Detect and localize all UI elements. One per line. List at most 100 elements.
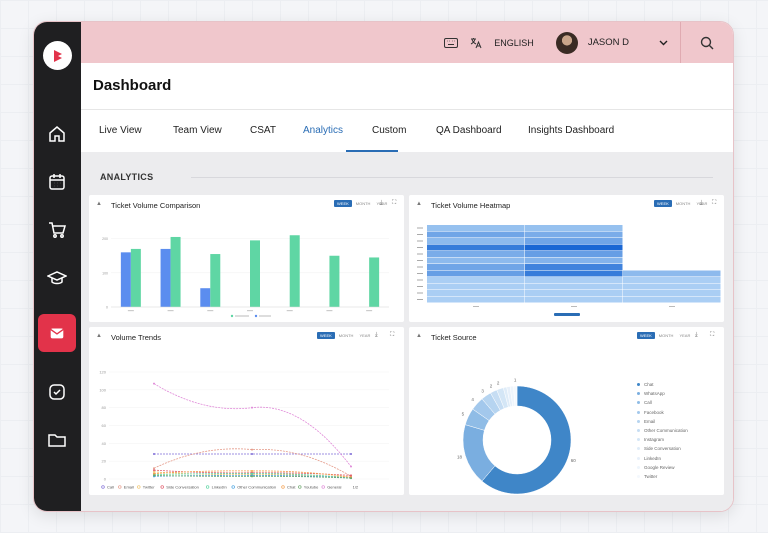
data-point <box>350 465 352 468</box>
avatar[interactable] <box>555 31 578 54</box>
heatmap-cell <box>525 277 623 283</box>
toggle-year[interactable]: YEAR <box>376 201 388 206</box>
download-icon[interactable]: ⤓ <box>375 332 378 338</box>
volume-trends-card: ▲ Volume Trends WEEK MONTH YEAR ⤓ ⛶ 120 1… <box>89 327 404 495</box>
app-window: ENGLISH JASON D Dashboard Live View Team… <box>33 21 734 512</box>
tab-csat[interactable]: CSAT <box>250 125 276 136</box>
period-toggle: WEEK MONTH YEAR <box>334 200 389 207</box>
calendar-icon[interactable] <box>38 163 76 201</box>
legend-label: Email <box>644 418 656 424</box>
heatmap-cell <box>525 264 623 270</box>
toggle-year[interactable]: YEAR <box>679 333 691 338</box>
data-point <box>153 467 155 470</box>
legend-item[interactable]: Email <box>637 417 688 426</box>
row-label <box>417 240 423 242</box>
y-tick-label: 80 <box>102 405 107 410</box>
tab-analytics[interactable]: Analytics <box>303 125 344 136</box>
y-tick-label: 100 <box>102 271 108 275</box>
legend-marker <box>231 485 235 489</box>
chevron-down-icon[interactable] <box>659 40 668 46</box>
legend-marker <box>637 419 640 423</box>
heatmap-cell <box>427 244 525 251</box>
heatmap-cell <box>623 290 721 296</box>
legend-marker <box>637 447 640 451</box>
legend-label: LinkedIn <box>644 455 662 461</box>
row-label <box>417 227 423 229</box>
toggle-year[interactable]: YEAR <box>696 201 708 206</box>
card-title: Ticket Volume Comparison <box>111 201 201 210</box>
toggle-week[interactable]: WEEK <box>654 200 672 207</box>
toggle-month[interactable]: MONTH <box>658 333 674 338</box>
toggle-year[interactable]: YEAR <box>359 333 371 338</box>
section-divider <box>191 177 713 178</box>
tab-custom[interactable]: Custom <box>372 125 407 136</box>
column-label <box>571 306 577 307</box>
legend-marker <box>321 485 325 489</box>
tab-live-view[interactable]: Live View <box>99 125 142 136</box>
tab-insights-dashboard[interactable]: Insights Dashboard <box>528 125 615 136</box>
legend-item[interactable]: Instagram <box>637 435 688 444</box>
download-icon[interactable]: ⤓ <box>380 200 383 206</box>
legend-label: Instagram <box>644 437 665 443</box>
row-label <box>417 279 423 281</box>
heatmap-cell <box>525 270 623 277</box>
brand-logo[interactable] <box>43 41 72 70</box>
row-label <box>417 299 423 300</box>
home-icon[interactable] <box>38 115 76 153</box>
data-point <box>350 477 352 480</box>
toggle-week[interactable]: WEEK <box>317 332 335 339</box>
cart-icon[interactable] <box>38 211 76 249</box>
download-icon[interactable]: ⤓ <box>700 200 703 206</box>
toggle-week[interactable]: WEEK <box>334 200 352 207</box>
tab-team-view[interactable]: Team View <box>173 125 222 136</box>
slice-value-label: 2 <box>490 383 493 388</box>
slice-value-label: 3 <box>481 388 484 393</box>
expand-icon[interactable]: ⛶ <box>710 332 715 338</box>
legend-item[interactable]: Side Conversation <box>637 444 688 453</box>
heatmap-cell <box>427 277 525 283</box>
legend-marker <box>101 485 105 489</box>
check-circle-icon[interactable] <box>38 373 76 411</box>
legend-item[interactable]: Facebook <box>637 408 688 417</box>
expand-icon[interactable]: ⛶ <box>390 332 395 338</box>
chart-icon: ▲ <box>96 333 102 339</box>
toggle-week[interactable]: WEEK <box>637 332 655 339</box>
bar-chart: 200 100 0 <box>102 235 389 318</box>
heatmap-cell <box>525 257 623 264</box>
legend-item[interactable]: Call <box>637 398 688 407</box>
mail-icon[interactable] <box>38 314 76 352</box>
legend-label <box>259 315 271 317</box>
bar <box>120 252 131 307</box>
bar <box>369 257 380 307</box>
legend-item[interactable]: Google Review <box>637 463 688 472</box>
keyboard-icon[interactable] <box>444 37 459 48</box>
graduation-cap-icon[interactable] <box>38 259 76 297</box>
legend-page-indicator: 1/2 <box>353 485 359 490</box>
data-point <box>251 453 253 456</box>
legend-item[interactable]: Chat <box>637 380 688 389</box>
legend-marker <box>160 485 164 489</box>
tab-bar: Live View Team View CSAT Analytics Custo… <box>81 110 733 152</box>
translate-icon[interactable] <box>470 37 482 49</box>
legend-marker <box>637 410 640 414</box>
legend-item[interactable]: Other Communication <box>637 426 688 435</box>
legend-item[interactable]: LinkedIn <box>637 454 688 463</box>
toggle-month[interactable]: MONTH <box>338 333 354 338</box>
expand-icon[interactable]: ⛶ <box>392 200 397 206</box>
download-icon[interactable]: ⤓ <box>695 332 698 338</box>
folder-icon[interactable] <box>38 421 76 459</box>
toggle-month[interactable]: MONTH <box>675 201 691 206</box>
language-selector[interactable]: ENGLISH <box>494 37 534 48</box>
expand-icon[interactable]: ⛶ <box>712 200 717 206</box>
user-name[interactable]: JASON D <box>587 37 629 48</box>
row-label <box>417 292 423 294</box>
legend-marker <box>281 485 285 489</box>
tab-qa-dashboard[interactable]: QA Dashboard <box>436 125 502 136</box>
legend-label: Chat <box>287 485 296 490</box>
legend-item[interactable]: Twitter <box>637 472 688 481</box>
legend-marker <box>118 485 122 489</box>
legend-item[interactable]: WhatsApp <box>637 389 688 398</box>
toggle-month[interactable]: MONTH <box>355 201 371 206</box>
search-button[interactable] <box>680 22 733 63</box>
